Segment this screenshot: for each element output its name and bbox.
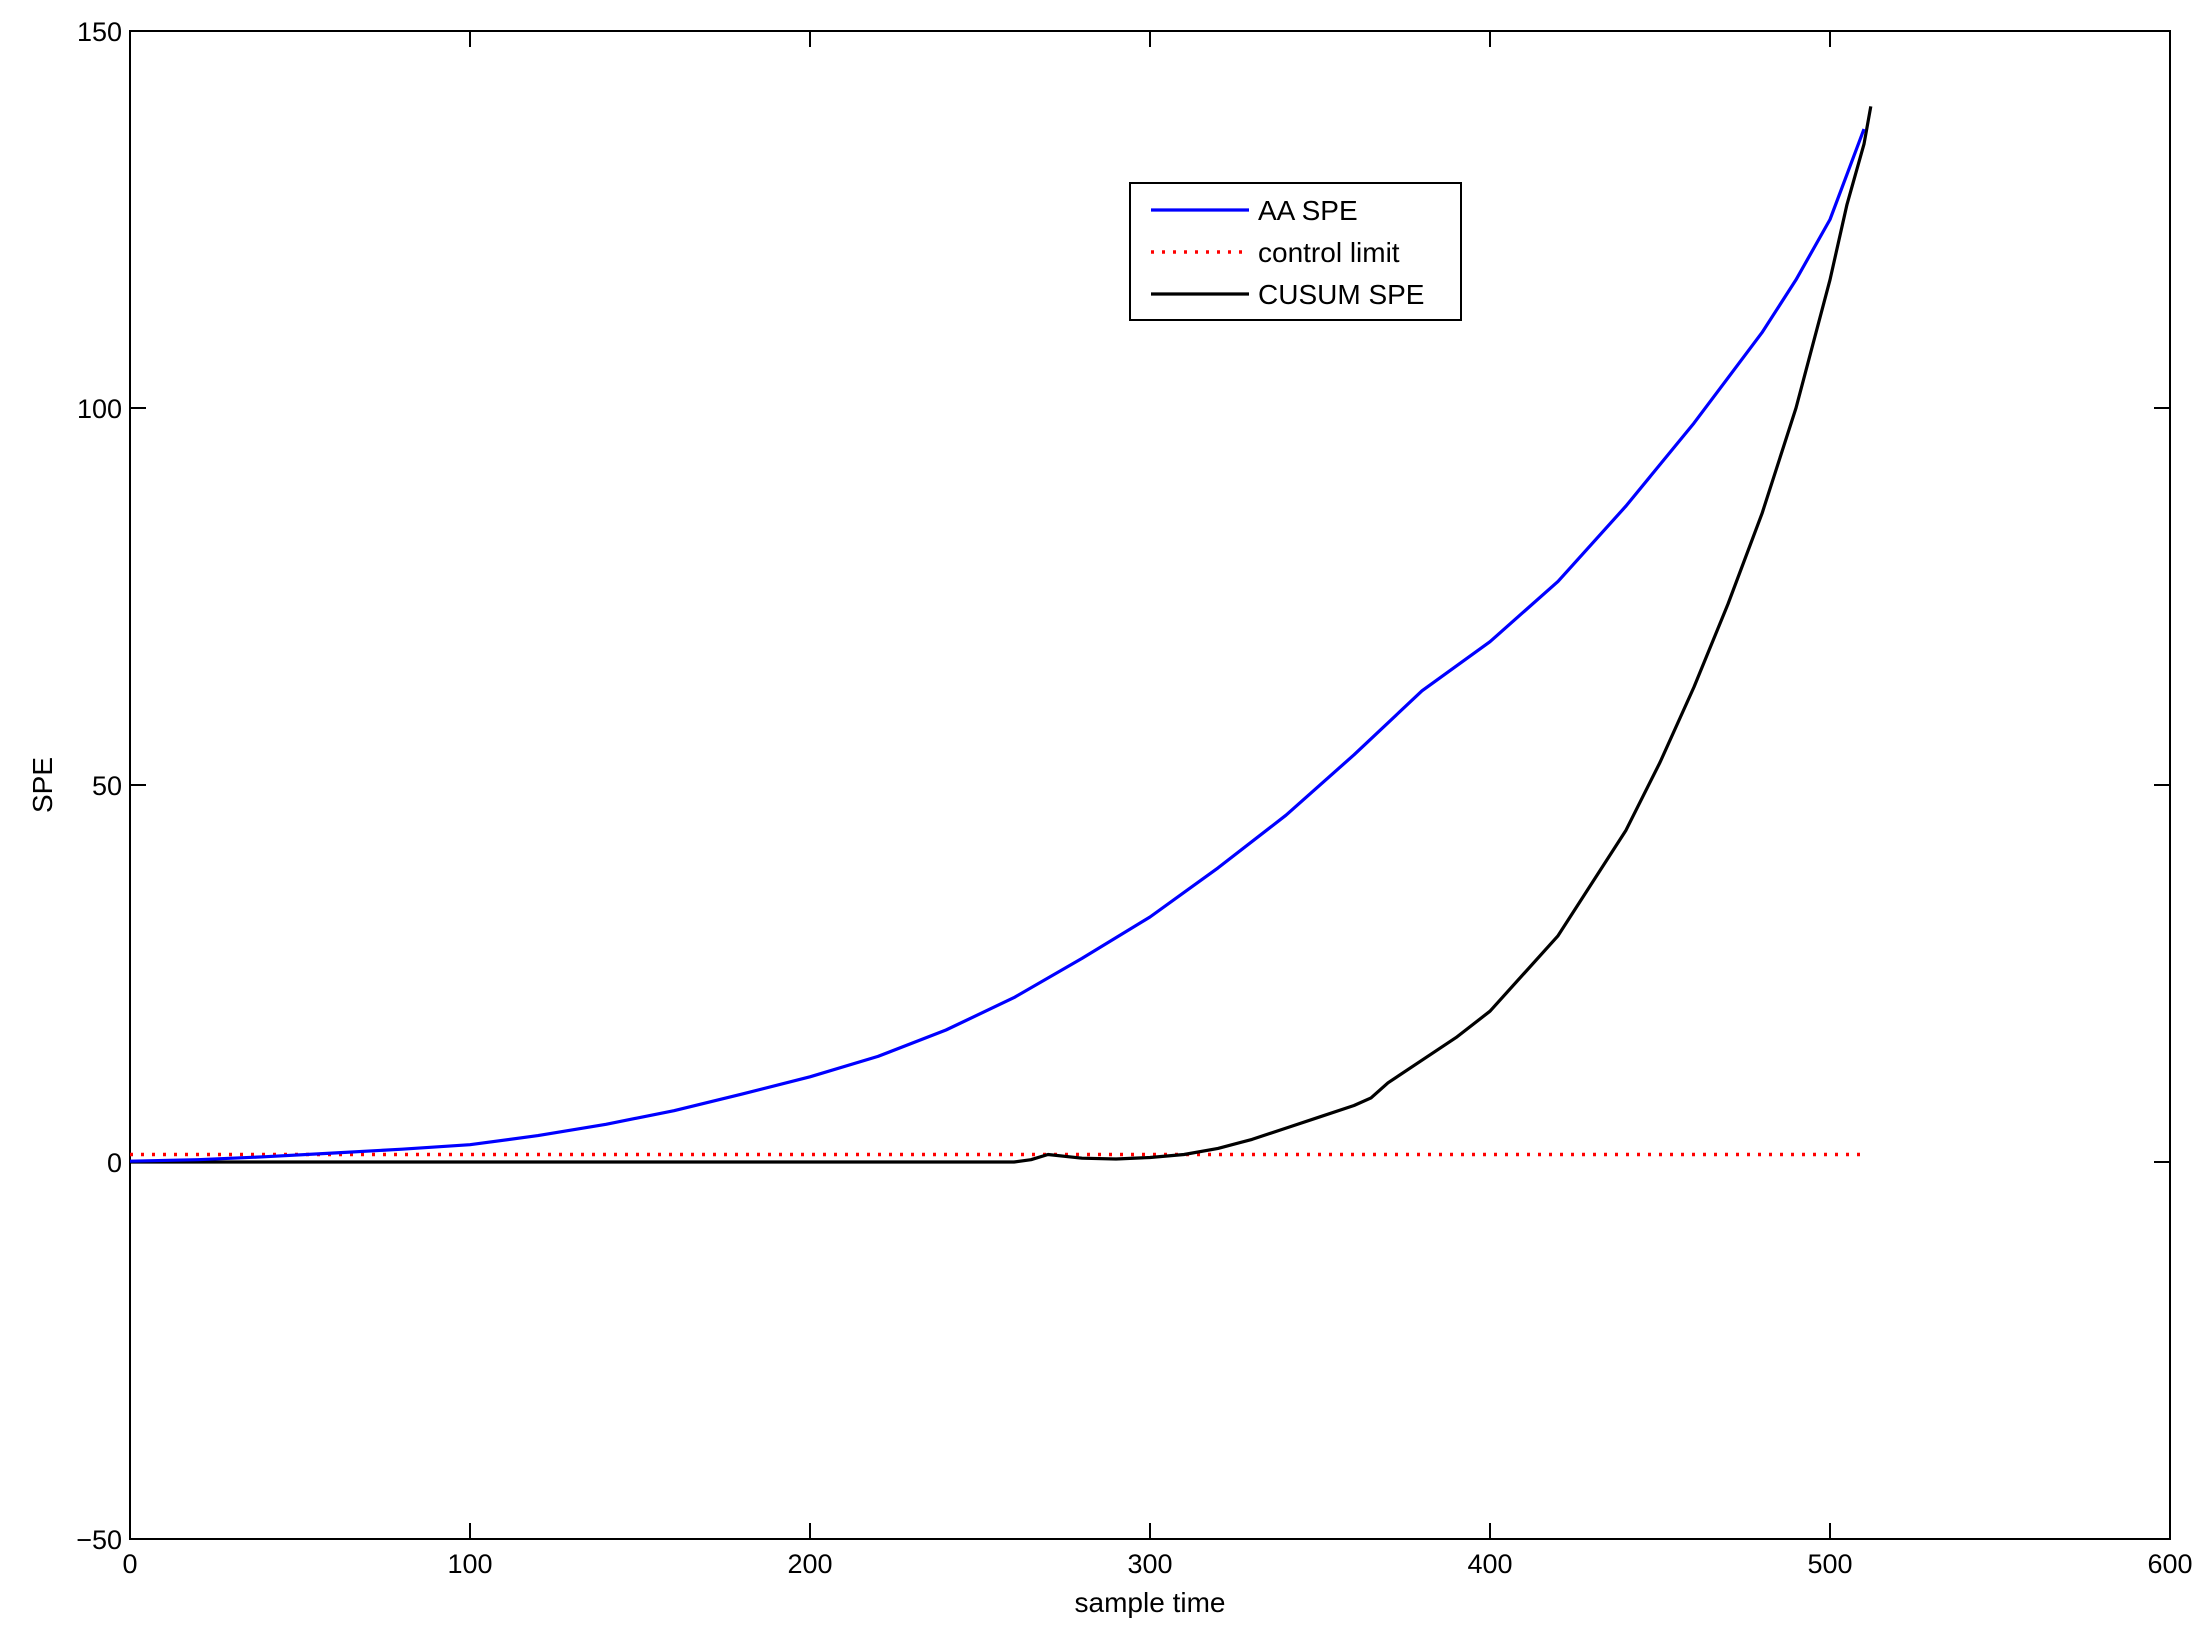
series-layer — [129, 106, 1873, 1164]
y-tick-label: −50 — [76, 1525, 122, 1555]
y-tick-label: 50 — [92, 771, 122, 801]
x-tick-label: 400 — [1467, 1549, 1512, 1579]
x-tick-label: 0 — [122, 1549, 137, 1579]
y-tick-label: 0 — [107, 1148, 122, 1178]
x-tick-label: 500 — [1807, 1549, 1852, 1579]
series-line-aa-spe — [129, 128, 1866, 1163]
y-tick-label: 100 — [77, 394, 122, 424]
x-tick-label: 200 — [787, 1549, 832, 1579]
series-line-cusum-spe — [130, 106, 1873, 1164]
x-axis-ticks: 0 100 200 300 400 500 600 — [122, 31, 2193, 1579]
legend: AA SPE control limit CUSUM SPE — [1129, 182, 1462, 321]
y-axis-ticks: −50 0 50 100 150 — [76, 17, 2170, 1555]
legend-label: AA SPE — [1258, 195, 1358, 226]
x-tick-label: 600 — [2147, 1549, 2192, 1579]
y-tick-label: 150 — [77, 17, 122, 47]
legend-label: control limit — [1258, 237, 1400, 268]
x-axis-label: sample time — [1075, 1587, 1226, 1618]
x-tick-label: 300 — [1127, 1549, 1172, 1579]
legend-label: CUSUM SPE — [1258, 279, 1424, 310]
y-axis-label: SPE — [27, 757, 58, 813]
x-tick-label: 100 — [447, 1549, 492, 1579]
